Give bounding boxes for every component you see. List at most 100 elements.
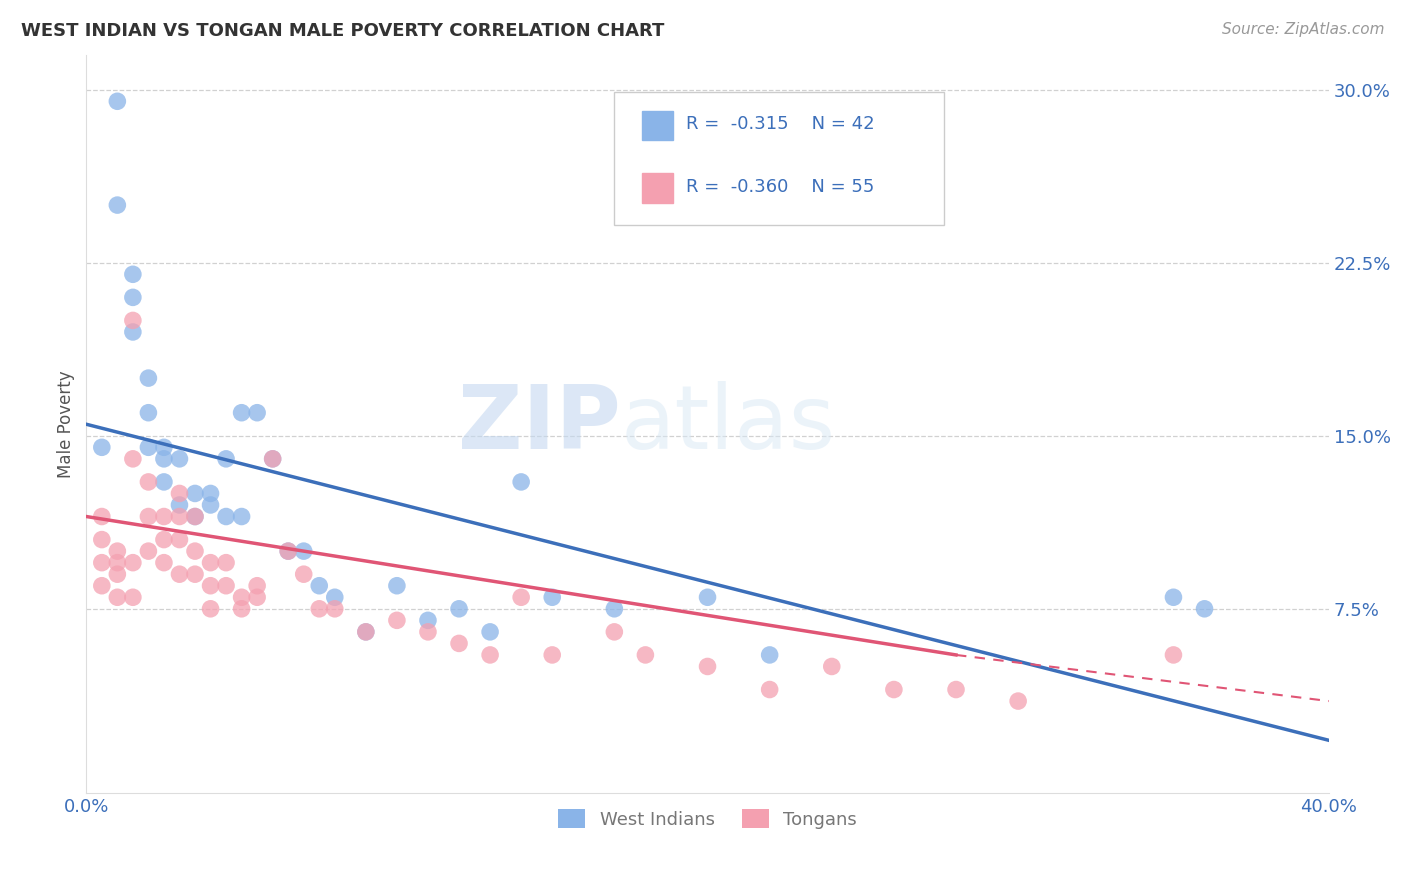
- Text: ZIP: ZIP: [458, 381, 620, 467]
- Tongans: [169, 509, 191, 524]
- Tongans: [169, 486, 191, 500]
- West Indians: [215, 509, 238, 524]
- West Indians: [323, 591, 346, 605]
- Text: atlas: atlas: [620, 381, 835, 467]
- Tongans: [105, 556, 128, 570]
- Legend: West Indians, Tongans: West Indians, Tongans: [551, 802, 865, 836]
- Tongans: [200, 579, 222, 593]
- Tongans: [200, 602, 222, 616]
- West Indians: [138, 371, 160, 385]
- Tongans: [945, 682, 967, 697]
- West Indians: [308, 579, 330, 593]
- Tongans: [90, 509, 112, 524]
- FancyBboxPatch shape: [614, 92, 943, 225]
- West Indians: [153, 475, 176, 489]
- West Indians: [1163, 591, 1185, 605]
- Tongans: [292, 567, 315, 582]
- Tongans: [184, 509, 207, 524]
- West Indians: [169, 451, 191, 466]
- West Indians: [122, 325, 145, 339]
- Tongans: [262, 451, 284, 466]
- Tongans: [385, 613, 408, 627]
- Text: R =  -0.360    N = 55: R = -0.360 N = 55: [686, 178, 875, 195]
- West Indians: [292, 544, 315, 558]
- Tongans: [90, 579, 112, 593]
- West Indians: [447, 602, 470, 616]
- West Indians: [696, 591, 718, 605]
- West Indians: [215, 451, 238, 466]
- West Indians: [510, 475, 533, 489]
- Tongans: [138, 544, 160, 558]
- Tongans: [308, 602, 330, 616]
- Tongans: [105, 591, 128, 605]
- Text: Source: ZipAtlas.com: Source: ZipAtlas.com: [1222, 22, 1385, 37]
- Tongans: [277, 544, 299, 558]
- West Indians: [416, 613, 439, 627]
- West Indians: [541, 591, 564, 605]
- Tongans: [122, 451, 145, 466]
- Tongans: [246, 591, 269, 605]
- West Indians: [184, 486, 207, 500]
- West Indians: [153, 451, 176, 466]
- West Indians: [122, 268, 145, 282]
- Tongans: [122, 591, 145, 605]
- Tongans: [603, 624, 626, 639]
- Tongans: [138, 475, 160, 489]
- Tongans: [758, 682, 780, 697]
- West Indians: [200, 498, 222, 512]
- West Indians: [277, 544, 299, 558]
- Tongans: [184, 567, 207, 582]
- West Indians: [105, 95, 128, 109]
- Tongans: [696, 659, 718, 673]
- Tongans: [200, 556, 222, 570]
- Tongans: [231, 602, 253, 616]
- FancyBboxPatch shape: [641, 173, 672, 202]
- West Indians: [200, 486, 222, 500]
- Tongans: [122, 556, 145, 570]
- Tongans: [541, 648, 564, 662]
- West Indians: [758, 648, 780, 662]
- Tongans: [416, 624, 439, 639]
- West Indians: [105, 198, 128, 212]
- Tongans: [90, 556, 112, 570]
- West Indians: [231, 406, 253, 420]
- Tongans: [122, 313, 145, 327]
- Tongans: [169, 533, 191, 547]
- Tongans: [246, 579, 269, 593]
- Tongans: [510, 591, 533, 605]
- Tongans: [90, 533, 112, 547]
- Tongans: [1007, 694, 1029, 708]
- Tongans: [1163, 648, 1185, 662]
- Tongans: [169, 567, 191, 582]
- Tongans: [479, 648, 502, 662]
- FancyBboxPatch shape: [641, 111, 672, 140]
- Tongans: [153, 509, 176, 524]
- Tongans: [105, 567, 128, 582]
- West Indians: [262, 451, 284, 466]
- Tongans: [821, 659, 844, 673]
- West Indians: [184, 509, 207, 524]
- West Indians: [385, 579, 408, 593]
- Text: WEST INDIAN VS TONGAN MALE POVERTY CORRELATION CHART: WEST INDIAN VS TONGAN MALE POVERTY CORRE…: [21, 22, 665, 40]
- Tongans: [634, 648, 657, 662]
- Tongans: [447, 636, 470, 650]
- West Indians: [90, 440, 112, 454]
- West Indians: [169, 498, 191, 512]
- West Indians: [479, 624, 502, 639]
- Tongans: [883, 682, 905, 697]
- Tongans: [184, 544, 207, 558]
- West Indians: [138, 440, 160, 454]
- Tongans: [215, 556, 238, 570]
- Tongans: [323, 602, 346, 616]
- Tongans: [354, 624, 377, 639]
- West Indians: [122, 290, 145, 304]
- Tongans: [105, 544, 128, 558]
- Tongans: [153, 533, 176, 547]
- Y-axis label: Male Poverty: Male Poverty: [58, 370, 75, 478]
- West Indians: [138, 406, 160, 420]
- Tongans: [215, 579, 238, 593]
- Tongans: [153, 556, 176, 570]
- West Indians: [153, 440, 176, 454]
- West Indians: [231, 509, 253, 524]
- West Indians: [603, 602, 626, 616]
